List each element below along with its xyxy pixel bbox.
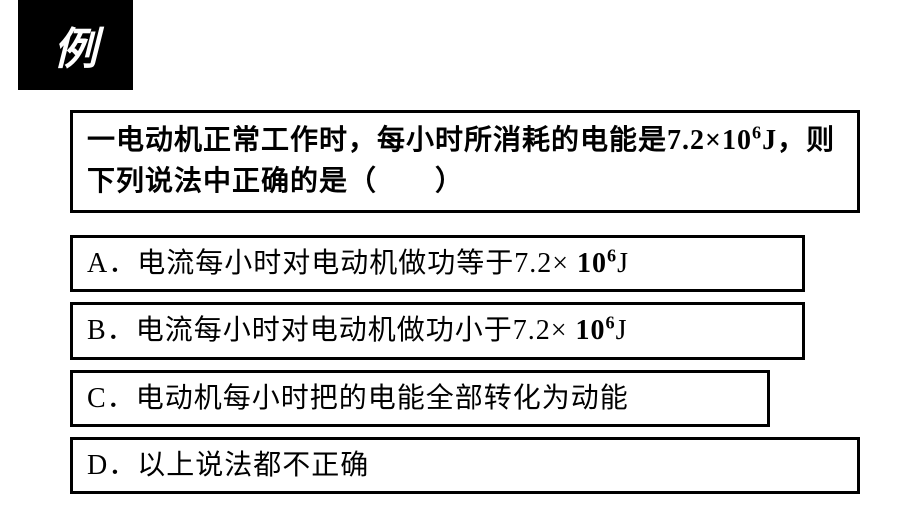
option-d[interactable]: D．以上说法都不正确: [70, 437, 860, 494]
option-b-letter: B．: [87, 315, 136, 346]
option-c[interactable]: C．电动机每小时把的电能全部转化为动能: [70, 370, 770, 427]
option-a-sup: 6: [607, 246, 617, 266]
question-value-bold: 10: [722, 125, 752, 156]
option-b-prefix: 电流每小时对电动机做功小于: [136, 315, 513, 346]
option-b[interactable]: B．电流每小时对电动机做功小于7.2× 106J: [70, 302, 805, 359]
option-a-unit: J: [617, 248, 629, 279]
option-d-text: 以上说法都不正确: [137, 450, 369, 481]
option-d-letter: D．: [87, 450, 137, 481]
option-b-sup: 6: [606, 313, 616, 333]
question-prefix: 一电动机正常工作时，每小时所消耗的电能是: [87, 125, 667, 156]
option-a-num: 7.2×: [514, 248, 569, 279]
option-b-unit: J: [616, 315, 628, 346]
badge-label: 例: [54, 13, 98, 77]
content-area: 一电动机正常工作时，每小时所消耗的电能是7.2×106J，则下列说法中正确的是（…: [70, 110, 860, 504]
option-a-prefix: 电流每小时对电动机做功等于: [137, 248, 514, 279]
question-value-num: 7.2×: [667, 125, 722, 156]
option-b-bold: 10: [568, 315, 606, 346]
option-a-bold: 10: [569, 248, 607, 279]
option-b-num: 7.2×: [513, 315, 568, 346]
option-a-letter: A．: [87, 248, 137, 279]
question-value-sup: 6: [752, 123, 762, 143]
example-badge: 例: [18, 0, 133, 90]
option-c-text: 电动机每小时把的电能全部转化为动能: [136, 383, 629, 414]
question-value-unit: J: [762, 125, 777, 156]
question-box: 一电动机正常工作时，每小时所消耗的电能是7.2×106J，则下列说法中正确的是（…: [70, 110, 860, 213]
option-c-letter: C．: [87, 383, 136, 414]
option-a[interactable]: A．电流每小时对电动机做功等于7.2× 106J: [70, 235, 805, 292]
